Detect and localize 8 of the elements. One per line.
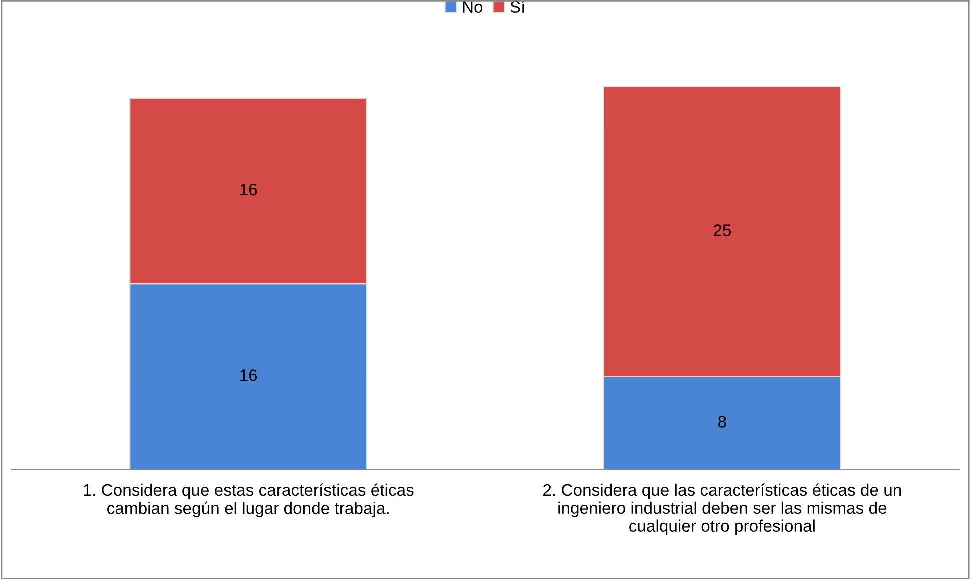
data-label: 25 xyxy=(714,224,731,236)
x-tick-label: 2. Considera que las características éticas de un ingeniero industrial deben ser las mismas de cualquier otro profesional xyxy=(544,484,902,536)
legend-label: Sí xyxy=(510,0,526,14)
data-label: 16 xyxy=(240,370,258,382)
data-label: 8 xyxy=(718,416,726,428)
legend-label: No xyxy=(463,1,483,14)
x-tick-label: 1. Considera que estas características éticas cambian según el lugar donde trabaja. xyxy=(84,484,414,518)
data-label: 16 xyxy=(240,184,258,196)
